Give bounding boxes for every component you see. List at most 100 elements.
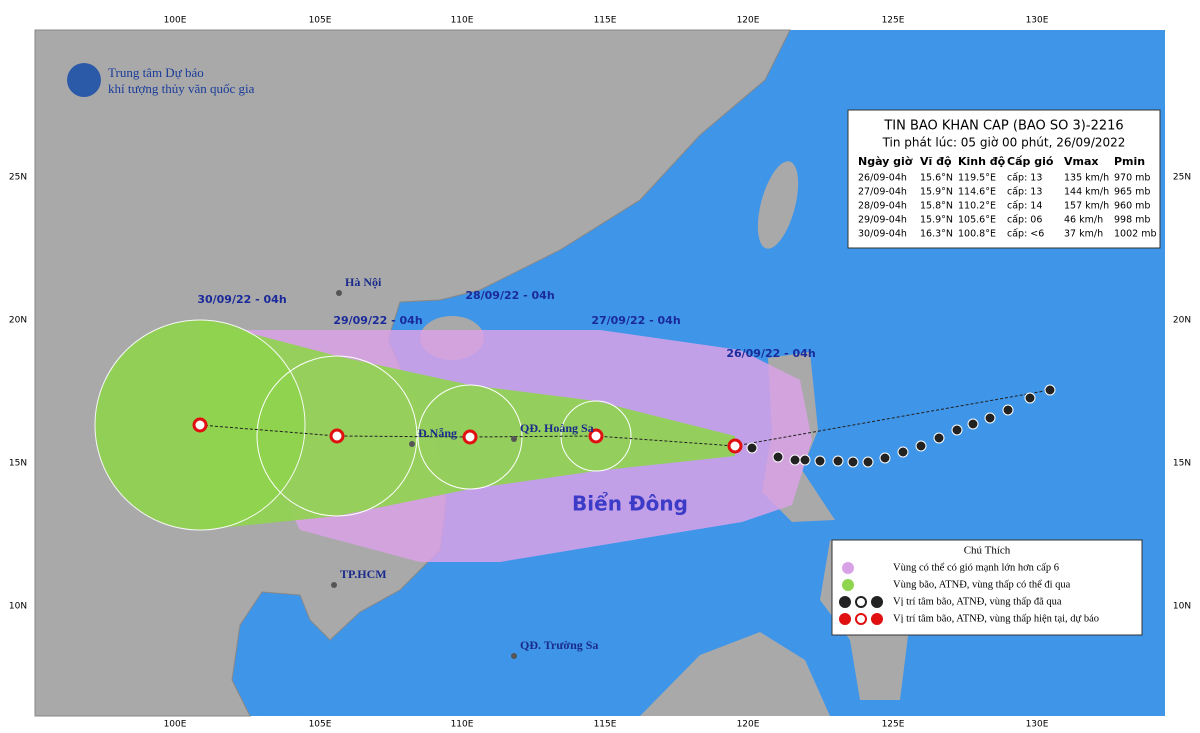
forecast-position xyxy=(192,417,208,433)
bulletin-box xyxy=(847,109,1161,249)
forecast-time: 27/09/22 - 04h xyxy=(591,314,680,327)
place-dot xyxy=(511,436,517,442)
table-cell: 144 km/h xyxy=(1064,187,1109,198)
table-cell: 27/09-04h xyxy=(858,187,907,198)
place-dot xyxy=(331,582,337,588)
legend-item: Vị trí tâm bão, ATNĐ, vùng thấp hiện tại… xyxy=(893,613,1099,624)
place-name: TP.HCM xyxy=(340,567,387,581)
org-line: khí tượng thủy văn quốc gia xyxy=(108,81,255,96)
table-header: Kinh độ xyxy=(958,155,1006,168)
lon-label: 110E xyxy=(451,16,474,26)
past-position xyxy=(933,432,945,444)
logo xyxy=(67,63,101,97)
org-line: Trung tâm Dự báo xyxy=(108,65,204,80)
past-position xyxy=(967,418,979,430)
lon-label: 115E xyxy=(594,720,617,730)
lat-label: 25N xyxy=(9,173,27,183)
place-dot xyxy=(511,653,517,659)
table-cell: 960 mb xyxy=(1114,201,1150,212)
table-cell: 46 km/h xyxy=(1064,215,1103,226)
past-position xyxy=(915,440,927,452)
past-position xyxy=(814,455,826,467)
past-position xyxy=(951,424,963,436)
place-name: Đ.Nẵng xyxy=(418,426,457,440)
taiwan xyxy=(757,161,799,249)
table-cell: 965 mb xyxy=(1114,187,1150,198)
table-header: Vmax xyxy=(1064,155,1099,168)
lon-label: 120E xyxy=(737,720,760,730)
table-cell: 970 mb xyxy=(1114,173,1150,184)
table-cell: 1002 mb xyxy=(1114,229,1156,240)
legend-swatch xyxy=(839,596,851,608)
table-cell: 998 mb xyxy=(1114,215,1150,226)
past-position xyxy=(746,442,758,454)
lon-label: 110E xyxy=(451,720,474,730)
table-cell: 157 km/h xyxy=(1064,201,1109,212)
legend-item: Vùng bão, ATNĐ, vùng thấp có thể đi qua xyxy=(893,579,1071,590)
legend-swatch xyxy=(871,613,883,625)
lat-label: 20N xyxy=(1173,316,1191,326)
lon-label: 100E xyxy=(164,720,187,730)
table-cell: 114.6°E xyxy=(958,187,996,198)
place-name: QĐ. Hoàng Sa xyxy=(520,421,594,435)
past-position xyxy=(799,454,811,466)
lat-label: 15N xyxy=(9,459,27,469)
past-position xyxy=(847,456,859,468)
table-cell: 15.6°N xyxy=(920,173,953,184)
lat-label: 10N xyxy=(1173,602,1191,612)
lat-label: 10N xyxy=(9,602,27,612)
lon-label: 115E xyxy=(594,16,617,26)
past-position xyxy=(897,446,909,458)
legend-swatch xyxy=(842,562,854,574)
past-position xyxy=(879,452,891,464)
table-cell: 119.5°E xyxy=(958,173,996,184)
place-name: QĐ. Trường Sa xyxy=(520,638,598,652)
table-cell: 37 km/h xyxy=(1064,229,1103,240)
past-position xyxy=(1044,384,1056,396)
table-cell: cấp: 13 xyxy=(1007,187,1042,198)
bulletin-issued: Tin phát lúc: 05 giờ 00 phút, 26/09/2022 xyxy=(882,136,1126,150)
sea-name: Biển Đông xyxy=(572,492,688,516)
lat-label: 15N xyxy=(1173,459,1191,469)
forecast-position xyxy=(329,428,345,444)
past-position xyxy=(862,456,874,468)
legend-swatch xyxy=(842,579,854,591)
table-cell: 100.8°E xyxy=(958,229,996,240)
table-cell: 135 km/h xyxy=(1064,173,1109,184)
borneo xyxy=(640,632,830,716)
forecast-time: 28/09/22 - 04h xyxy=(465,289,554,302)
lon-label: 105E xyxy=(309,720,332,730)
lon-label: 125E xyxy=(882,720,905,730)
legend-box xyxy=(831,539,1143,636)
forecast-position xyxy=(462,429,478,445)
lon-label: 100E xyxy=(164,16,187,26)
table-cell: 29/09-04h xyxy=(858,215,907,226)
lat-label: 25N xyxy=(1173,173,1191,183)
table-header: Cấp gió xyxy=(1007,155,1054,168)
past-position xyxy=(789,454,801,466)
legend-item: Vùng có thể có gió mạnh lớn hơn cấp 6 xyxy=(893,562,1059,573)
table-header: Ngày giờ xyxy=(858,155,913,168)
past-position xyxy=(832,455,844,467)
table-cell: 15.9°N xyxy=(920,187,953,198)
place-dot xyxy=(336,290,342,296)
past-position xyxy=(1002,404,1014,416)
forecast-time: 26/09/22 - 04h xyxy=(726,347,815,360)
legend-swatch xyxy=(839,613,851,625)
table-cell: 30/09-04h xyxy=(858,229,907,240)
lat-label: 20N xyxy=(9,316,27,326)
table-cell: cấp: <6 xyxy=(1007,229,1044,240)
lon-label: 130E xyxy=(1026,16,1049,26)
table-cell: cấp: 14 xyxy=(1007,201,1042,212)
past-position xyxy=(772,451,784,463)
gulf-of-thailand xyxy=(245,600,318,716)
table-cell: 15.8°N xyxy=(920,201,953,212)
forecast-time: 29/09/22 - 04h xyxy=(333,314,422,327)
place-name: Hà Nội xyxy=(345,275,382,289)
forecast-position xyxy=(727,438,743,454)
table-header: Vĩ độ xyxy=(920,155,952,168)
past-position xyxy=(984,412,996,424)
table-cell: 15.9°N xyxy=(920,215,953,226)
forecast-time: 30/09/22 - 04h xyxy=(197,293,286,306)
cone-circle xyxy=(256,355,418,517)
